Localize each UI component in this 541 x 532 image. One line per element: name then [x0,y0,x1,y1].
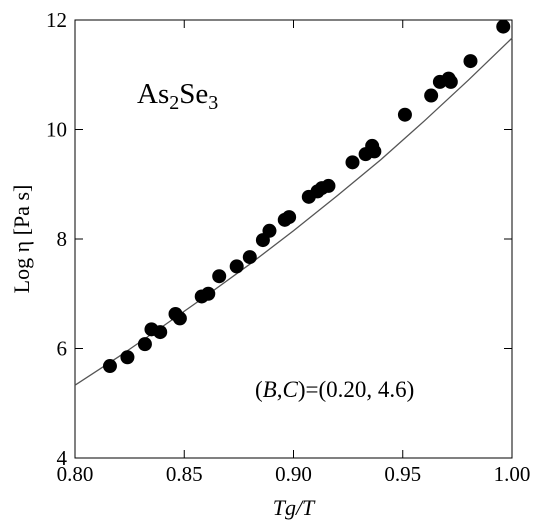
params-open: ( [255,377,263,402]
params-c: C [282,377,298,402]
data-point [229,259,244,274]
x-tick-label: 1.00 [494,462,531,486]
material-sub-1: 2 [169,92,179,114]
data-point [102,359,117,374]
fit-curve [74,37,513,386]
data-point [137,337,152,352]
x-tick-label: 0.85 [166,462,203,486]
material-sub-2: 3 [208,92,218,114]
data-point [172,311,187,326]
data-point [424,88,439,103]
y-tick-label: 10 [46,118,67,142]
params-comma: , [277,377,283,402]
data-point [242,250,257,265]
data-point [120,350,135,365]
data-point [345,155,360,170]
data-point [201,286,216,301]
params-label: (B,C)=(0.20, 4.6) [255,377,414,402]
params-rest: )=(0.20, 4.6) [298,377,414,402]
data-point [212,269,227,284]
data-point [397,107,412,122]
data-point [321,178,336,193]
material-base-1: As [137,78,169,110]
y-tick-label: 12 [46,8,67,32]
y-tick-label: 6 [57,337,68,361]
x-tick-label: 0.90 [275,462,312,486]
y-axis-title: Log η [Pa s] [9,185,34,294]
axis-tick-labels: 0.80 0.85 0.90 0.95 1.00 4 6 8 10 12 [46,8,530,486]
y-tick-label: 8 [57,227,68,251]
data-point [443,74,458,89]
fit-curve-layer [74,37,513,386]
x-tick-label: 0.95 [384,462,421,486]
data-point [496,19,511,34]
x-axis-title: Tg/T [273,495,316,520]
data-point [463,54,478,69]
data-point [262,223,277,238]
x-tick-label: 0.80 [57,462,94,486]
material-base-2: Se [179,78,208,110]
data-point [153,325,168,340]
y-tick-label: 4 [57,446,68,470]
material-label: As2Se3 [137,78,218,114]
data-point [282,210,297,225]
data-points [102,19,511,374]
data-point [367,144,382,159]
params-b: B [263,377,277,402]
axis-ticks [74,19,513,459]
